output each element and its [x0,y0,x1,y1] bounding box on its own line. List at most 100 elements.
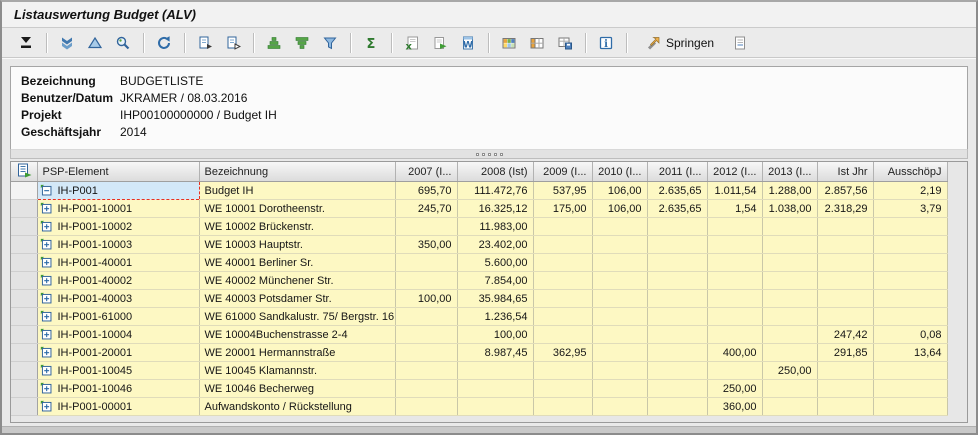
cell-y2008[interactable]: 100,00 [457,325,534,344]
cell-y2011[interactable] [647,325,708,344]
cell-y2013[interactable] [762,235,818,254]
cell-y2007[interactable] [395,217,458,236]
cell-ausschoep[interactable] [873,379,948,398]
cell-y2010[interactable] [592,397,648,416]
cell-y2007[interactable] [395,343,458,362]
cell-y2009[interactable] [533,325,593,344]
excel-export-button[interactable]: x [400,32,424,54]
cell-y2008[interactable]: 11.983,00 [457,217,534,236]
cell-y2013[interactable] [762,343,818,362]
cell-y2013[interactable] [762,307,818,326]
cell-y2012[interactable] [707,271,763,290]
cell-ausschoep[interactable] [873,235,948,254]
cell-y2012[interactable] [707,307,763,326]
row-select-cell[interactable] [11,235,38,254]
row-select-cell[interactable] [11,199,38,218]
goto-button[interactable]: Springen [639,34,720,52]
cell-y2008[interactable] [457,379,534,398]
cell-y2009[interactable]: 175,00 [533,199,593,218]
sum-button[interactable]: Σ [359,32,383,54]
cell-y2008[interactable] [457,361,534,380]
cell-y2007[interactable]: 245,70 [395,199,458,218]
cell-y2011[interactable] [647,271,708,290]
row-select-cell[interactable] [11,325,38,344]
cell-ausschoep[interactable]: 0,08 [873,325,948,344]
cell-y2013[interactable] [762,271,818,290]
cell-ist_jhr[interactable]: 2.318,29 [817,199,874,218]
column-header-y2009[interactable]: 2009 (I... [533,162,593,182]
collapse-all-button[interactable] [83,32,107,54]
column-header-y2012[interactable]: 2012 (I... [707,162,763,182]
cell-y2011[interactable]: 2.635,65 [647,181,708,200]
cell-y2013[interactable] [762,289,818,308]
cell-ausschoep[interactable]: 2,19 [873,181,948,200]
cell-y2008[interactable]: 8.987,45 [457,343,534,362]
cell-y2013[interactable] [762,397,818,416]
cell-y2010[interactable] [592,289,648,308]
cell-y2010[interactable]: 106,00 [592,181,648,200]
bezeichnung-cell[interactable]: WE 20001 Hermannstraße [199,343,396,362]
cell-y2010[interactable] [592,343,648,362]
cell-y2011[interactable] [647,379,708,398]
cell-y2012[interactable]: 1,54 [707,199,763,218]
cell-y2008[interactable]: 5.600,00 [457,253,534,272]
psp-element-cell[interactable]: IH-P001-10004 [37,325,200,344]
cell-y2011[interactable]: 2.635,65 [647,199,708,218]
cell-ist_jhr[interactable] [817,235,874,254]
cell-y2008[interactable]: 35.984,65 [457,289,534,308]
column-header-sel[interactable] [11,162,38,182]
psp-element-cell[interactable]: IH-P001-40001 [37,253,200,272]
psp-element-cell[interactable]: IH-P001-20001 [37,343,200,362]
column-header-ist_jhr[interactable]: Ist Jhr [817,162,874,182]
column-header-y2007[interactable]: 2007 (I... [395,162,458,182]
cell-y2011[interactable] [647,235,708,254]
bezeichnung-cell[interactable]: WE 10002 Brückenstr. [199,217,396,236]
cell-ausschoep[interactable] [873,307,948,326]
cell-y2007[interactable]: 350,00 [395,235,458,254]
info-button[interactable]: i [594,32,618,54]
cell-ist_jhr[interactable] [817,397,874,416]
cell-y2009[interactable]: 362,95 [533,343,593,362]
choose-layout-button[interactable] [497,32,521,54]
cell-y2010[interactable] [592,325,648,344]
cell-y2008[interactable]: 16.325,12 [457,199,534,218]
cell-ausschoep[interactable] [873,253,948,272]
cell-ausschoep[interactable]: 3,79 [873,199,948,218]
cell-ist_jhr[interactable] [817,361,874,380]
cell-ist_jhr[interactable] [817,253,874,272]
cell-y2009[interactable] [533,271,593,290]
row-select-cell[interactable] [11,361,38,380]
sort-ascending-button[interactable] [262,32,286,54]
cell-y2009[interactable] [533,253,593,272]
psp-element-cell[interactable]: IH-P001-10045 [37,361,200,380]
cell-y2013[interactable]: 250,00 [762,361,818,380]
change-layout-button[interactable] [525,32,549,54]
cell-y2011[interactable] [647,361,708,380]
cell-y2010[interactable] [592,253,648,272]
cell-y2013[interactable] [762,217,818,236]
bezeichnung-cell[interactable]: Budget IH [199,181,396,200]
column-header-psp[interactable]: PSP-Element [37,162,200,182]
psp-element-cell[interactable]: IH-P001-10001 [37,199,200,218]
psp-element-cell[interactable]: IH-P001-40002 [37,271,200,290]
bezeichnung-cell[interactable]: WE 10004Buchenstrasse 2-4 [199,325,396,344]
expand-all-button[interactable] [55,32,79,54]
row-select-cell[interactable] [11,181,38,200]
cell-y2007[interactable]: 695,70 [395,181,458,200]
cell-y2007[interactable] [395,307,458,326]
cell-y2011[interactable] [647,217,708,236]
cell-y2012[interactable]: 400,00 [707,343,763,362]
bezeichnung-cell[interactable]: WE 61000 Sandkalustr. 75/ Bergstr. 16 [199,307,396,326]
cell-y2008[interactable]: 111.472,76 [457,181,534,200]
psp-element-cell[interactable]: IH-P001-10003 [37,235,200,254]
cell-ist_jhr[interactable]: 291,85 [817,343,874,362]
bezeichnung-cell[interactable]: WE 10046 Becherweg [199,379,396,398]
cell-y2011[interactable] [647,307,708,326]
cell-y2010[interactable] [592,379,648,398]
cell-ausschoep[interactable] [873,289,948,308]
cell-ausschoep[interactable] [873,271,948,290]
cell-y2012[interactable]: 360,00 [707,397,763,416]
cell-ist_jhr[interactable]: 2.857,56 [817,181,874,200]
bezeichnung-cell[interactable]: WE 10001 Dorotheenstr. [199,199,396,218]
column-header-y2008[interactable]: 2008 (Ist) [457,162,534,182]
